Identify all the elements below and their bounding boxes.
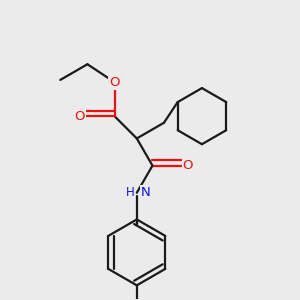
Text: O: O — [183, 159, 193, 172]
Text: O: O — [74, 110, 85, 123]
Text: H: H — [125, 186, 134, 199]
Text: N: N — [141, 186, 151, 199]
Text: O: O — [110, 76, 120, 89]
